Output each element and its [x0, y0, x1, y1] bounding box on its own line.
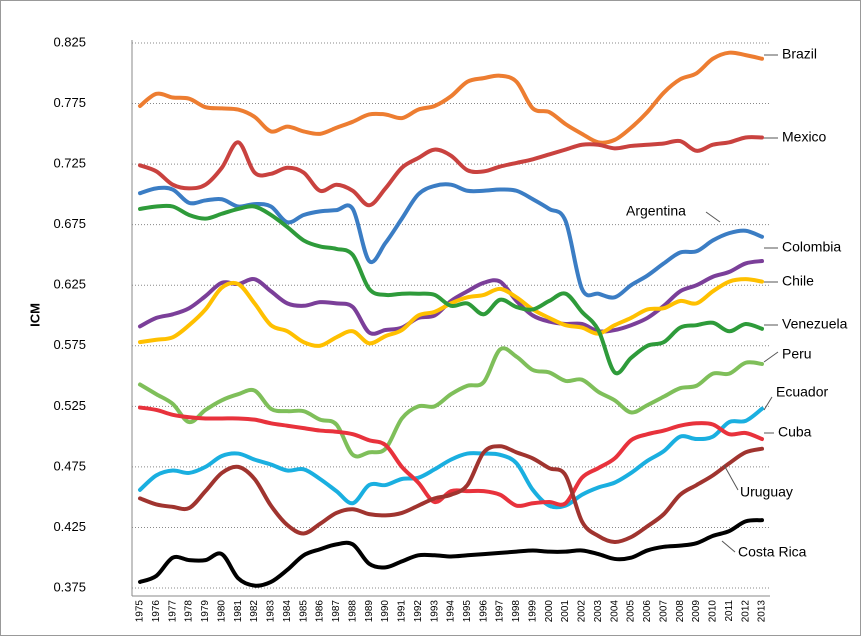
x-tick-label: 1998 [511, 600, 522, 623]
series-line [138, 406, 764, 510]
x-tick-label: 2012 [740, 600, 751, 623]
label-leader [721, 540, 736, 553]
series-label: Costa Rica [738, 544, 807, 560]
series-line [138, 346, 764, 459]
label-leader [763, 351, 779, 363]
x-tick-label: 1979 [200, 600, 211, 623]
x-tick-label: 1985 [298, 600, 309, 623]
x-tick-label: 2013 [757, 600, 768, 623]
y-tick-label: 0.625 [53, 277, 86, 292]
y-tick-label: 0.575 [53, 337, 86, 352]
series-label: Argentina [626, 203, 686, 219]
x-tick-label: 1984 [282, 600, 293, 623]
series-line [138, 405, 764, 508]
y-tick-label: 0.725 [53, 156, 86, 171]
x-tick-label: 1981 [233, 600, 244, 623]
x-tick-label: 1988 [347, 600, 358, 623]
x-tick-label: 2009 [691, 600, 702, 623]
x-tick-label: 1991 [397, 600, 408, 623]
x-tick-label: 1980 [216, 600, 227, 623]
label-leader [763, 396, 773, 411]
x-tick-label: 2003 [593, 600, 604, 623]
x-tick-label: 2002 [577, 600, 588, 623]
x-tick-label: 2004 [609, 600, 620, 623]
series-line [138, 518, 764, 588]
x-tick-label: 1977 [167, 600, 178, 623]
x-tick-label: 1999 [527, 600, 538, 623]
x-tick-label: 2010 [708, 600, 719, 623]
label-leader [705, 211, 721, 223]
x-tick-label: 1996 [478, 600, 489, 623]
y-tick-label: 0.675 [53, 216, 86, 231]
series-label: Mexico [782, 129, 827, 145]
x-tick-label: 1995 [462, 600, 473, 623]
x-tick-label: 2005 [626, 600, 637, 623]
y-tick-label: 0.775 [53, 95, 86, 110]
x-tick-label: 1997 [495, 600, 506, 623]
x-tick-label: 2007 [658, 600, 669, 623]
series-label: Colombia [782, 239, 841, 255]
y-tick-label: 0.375 [53, 579, 86, 594]
series-label: Ecuador [776, 384, 828, 400]
x-tick-label: 1994 [446, 600, 457, 623]
x-tick-label: 1990 [380, 600, 391, 623]
series-label: Brazil [782, 46, 817, 62]
x-tick-label: 1986 [315, 600, 326, 623]
series-label: Peru [782, 346, 812, 362]
series-label: Venezuela [782, 316, 848, 332]
x-tick-label: 1989 [364, 600, 375, 623]
series-line [138, 277, 764, 348]
series-label: Chile [782, 273, 814, 289]
series-line [138, 135, 764, 208]
series-label: Cuba [778, 424, 812, 440]
x-tick-label: 1975 [135, 600, 146, 623]
y-tick-label: 0.525 [53, 398, 86, 413]
series-line [138, 50, 764, 145]
series-line [138, 203, 764, 376]
y-tick-label: 0.425 [53, 519, 86, 534]
series-line [138, 444, 764, 544]
x-tick-label: 2006 [642, 600, 653, 623]
x-tick-label: 1992 [413, 600, 424, 623]
x-tick-label: 1982 [249, 600, 260, 623]
x-tick-label: 2001 [560, 600, 571, 623]
y-tick-label: 0.825 [53, 34, 86, 49]
x-tick-label: 2000 [544, 600, 555, 623]
x-tick-label: 1993 [429, 600, 440, 623]
x-tick-label: 1983 [266, 600, 277, 623]
x-tick-label: 2008 [675, 600, 686, 623]
x-tick-label: 1978 [184, 600, 195, 623]
y-tick-label: 0.475 [53, 458, 86, 473]
x-tick-label: 1976 [151, 600, 162, 623]
label-leader [723, 464, 739, 491]
x-tick-label: 1987 [331, 600, 342, 623]
series-label: Uruguay [740, 484, 793, 500]
x-tick-label: 2011 [724, 600, 735, 622]
y-axis-label: ICM [27, 303, 42, 327]
